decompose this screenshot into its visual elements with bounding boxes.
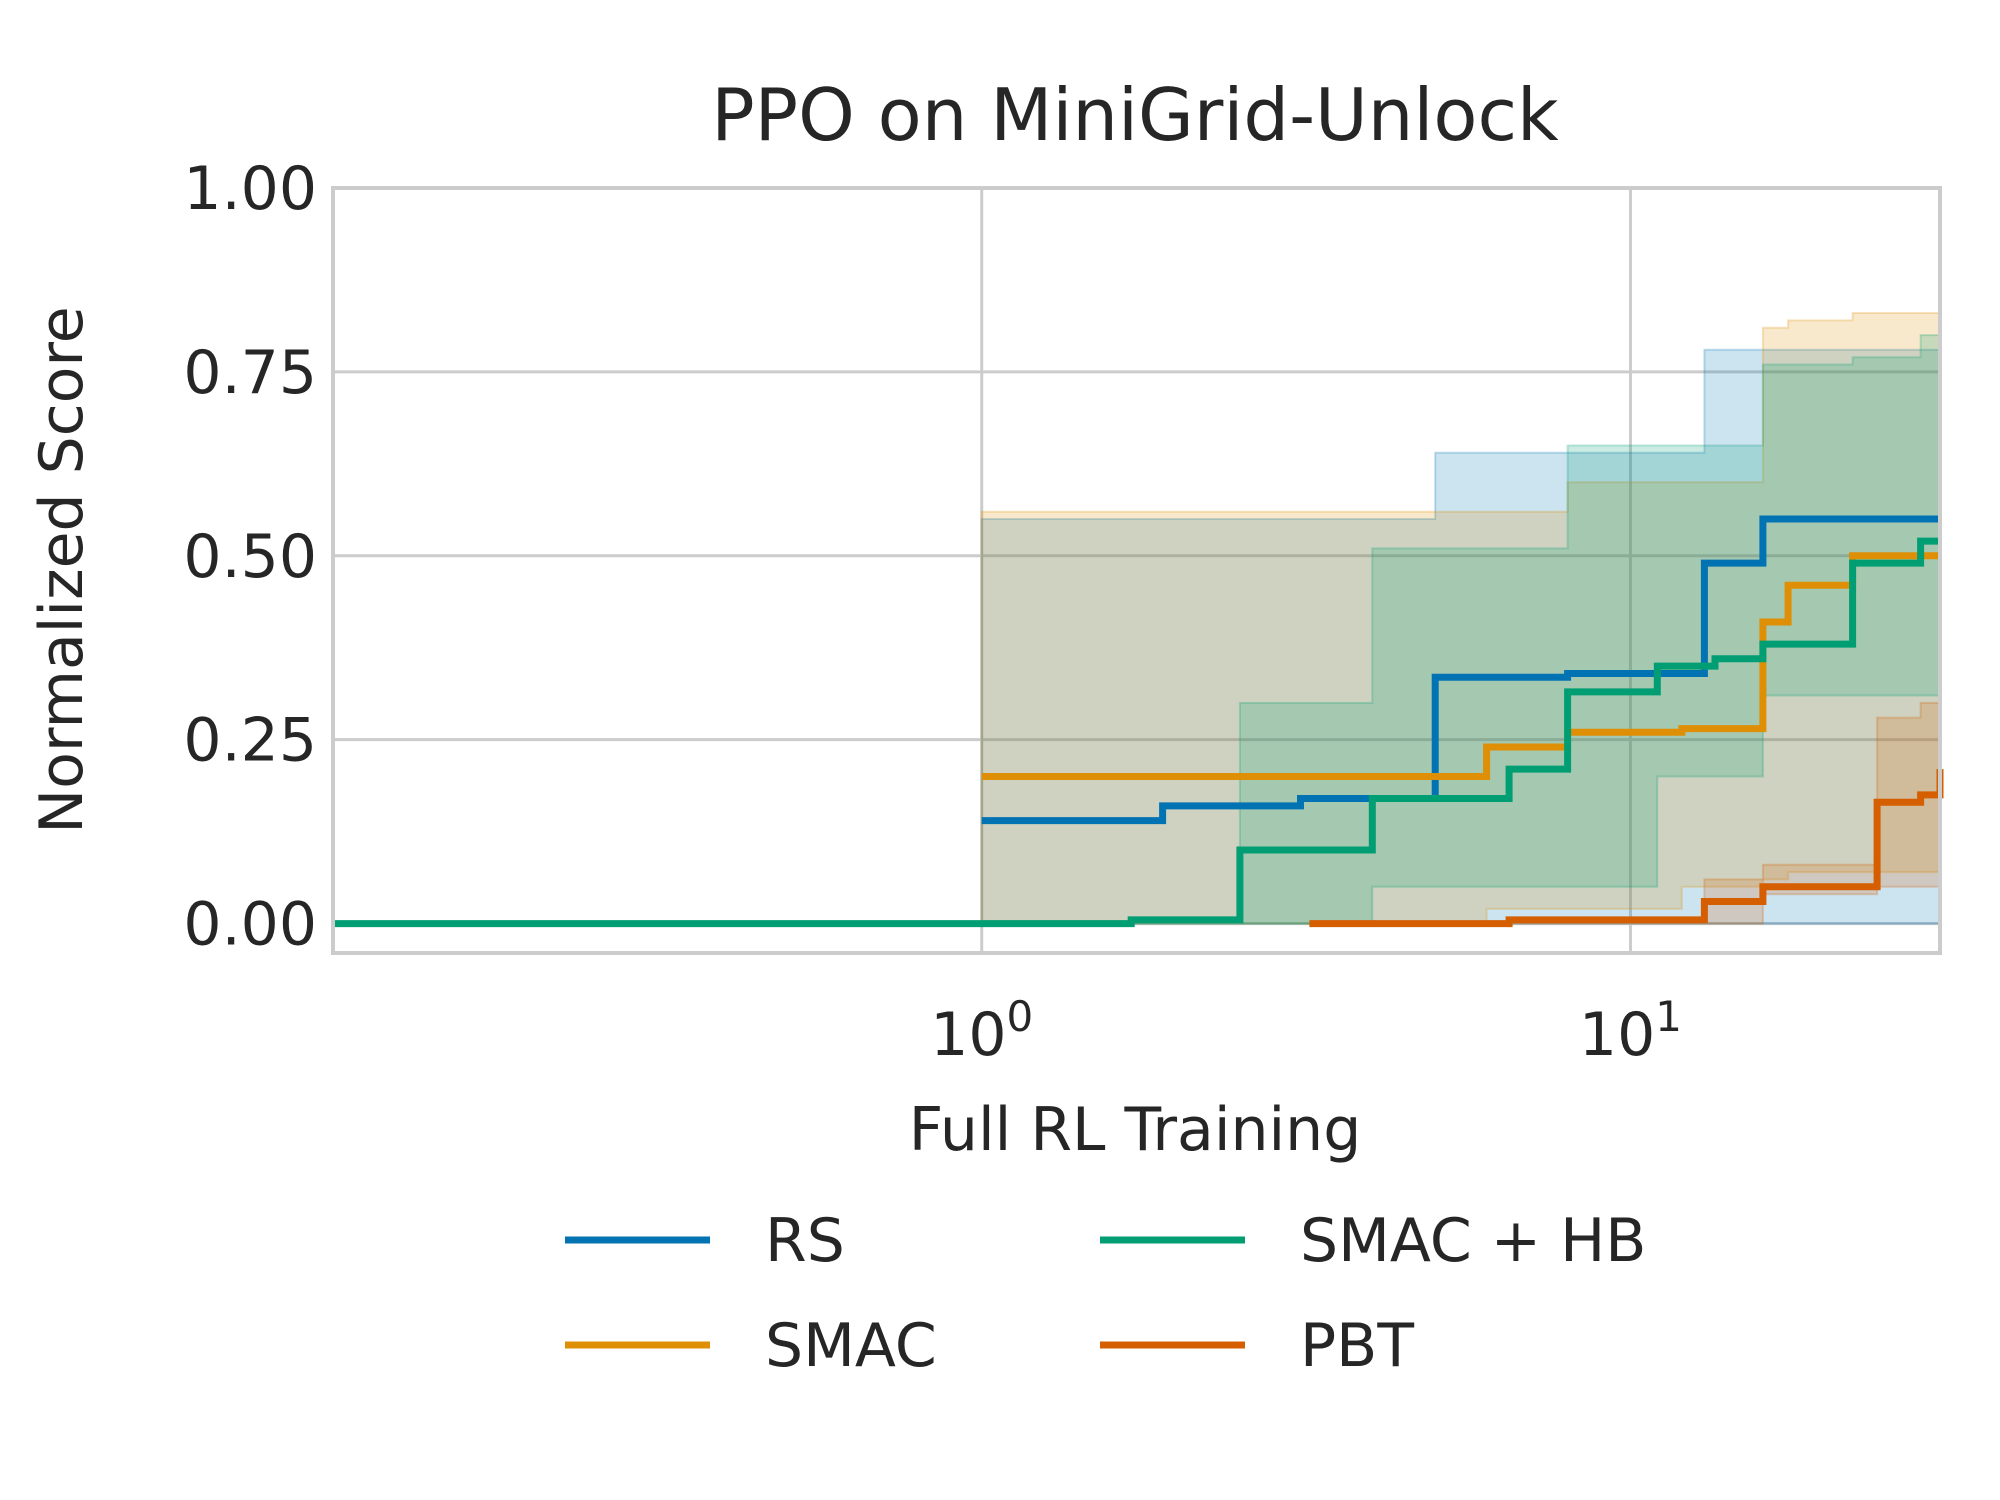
y-tick-label: 0.00 <box>183 890 317 960</box>
y-tick-label: 0.25 <box>183 706 317 776</box>
x-axis-label: Full RL Training <box>909 1095 1362 1165</box>
band-smac-hb <box>333 334 1941 925</box>
legend-label-pbt: PBT <box>1300 1311 1414 1381</box>
y-tick-label: 1.00 <box>183 154 317 224</box>
chart-title: PPO on MiniGrid-Unlock <box>711 73 1559 157</box>
line-smac-hb <box>333 537 1940 928</box>
series-lines <box>333 515 1944 928</box>
line-smac <box>981 552 1940 780</box>
x-ticks: 100 101 <box>930 992 1682 1070</box>
legend-label-smac-hb: SMAC + HB <box>1300 1206 1646 1276</box>
line-rs <box>981 515 1940 825</box>
x-tick-label: 101 <box>1579 992 1682 1070</box>
plot-frame <box>331 186 1942 955</box>
x-tick-label: 100 <box>930 992 1033 1070</box>
y-tick-label: 0.50 <box>183 522 317 592</box>
y-ticks: 0.00 0.25 0.50 0.75 1.00 <box>183 154 317 960</box>
y-axis-label: Normalized Score <box>27 306 97 833</box>
legend-label-rs: RS <box>765 1206 845 1276</box>
confidence-bands <box>333 312 1941 925</box>
band-pbt <box>1309 701 1941 925</box>
y-tick-label: 0.75 <box>183 338 317 408</box>
legend-label-smac: SMAC <box>765 1311 937 1381</box>
legend: RS SMAC SMAC + HB PBT <box>565 1206 1646 1381</box>
line-pbt <box>1309 769 1944 928</box>
